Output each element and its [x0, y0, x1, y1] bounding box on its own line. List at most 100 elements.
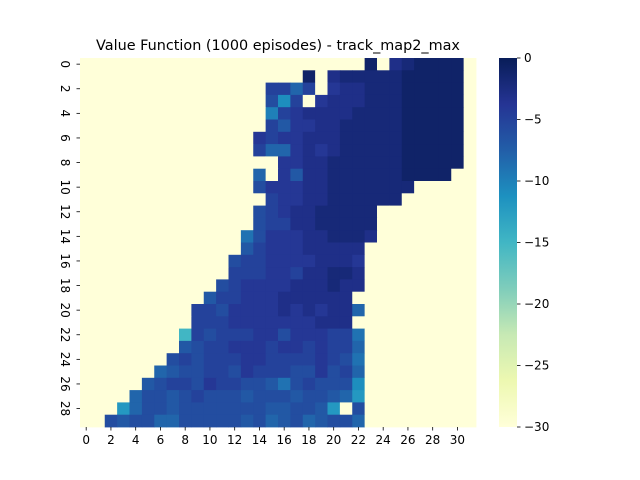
heatmap-cell — [104, 414, 118, 428]
heatmap-cell — [104, 279, 118, 293]
y-tick-label: 4 — [58, 110, 72, 118]
heatmap-cell — [253, 328, 267, 342]
heatmap-cell — [253, 304, 267, 317]
heatmap-cell — [253, 193, 267, 206]
heatmap-cell — [104, 402, 118, 416]
heatmap-cell — [377, 304, 390, 317]
heatmap-cell — [179, 168, 192, 182]
heatmap-cell — [228, 304, 242, 317]
heatmap-cell — [179, 377, 192, 391]
heatmap-cell — [154, 193, 168, 206]
heatmap-cell — [401, 107, 415, 120]
heatmap-cell — [315, 94, 328, 108]
heatmap-cell — [401, 279, 415, 293]
heatmap-cell — [352, 144, 366, 157]
heatmap-cell — [253, 230, 267, 243]
y-tick-label: 12 — [58, 204, 72, 219]
heatmap-cell — [364, 340, 378, 354]
heatmap-cell — [463, 181, 477, 194]
heatmap-cell — [141, 107, 155, 120]
heatmap-cell — [203, 168, 217, 182]
heatmap-cell — [80, 193, 93, 206]
heatmap-cell — [141, 267, 155, 280]
heatmap-cell — [129, 58, 143, 71]
heatmap-cell — [352, 279, 366, 293]
heatmap-cell — [451, 70, 465, 83]
heatmap-cell — [377, 94, 390, 108]
heatmap-cell — [80, 230, 93, 243]
heatmap-cell — [352, 181, 366, 194]
heatmap-cell — [92, 414, 106, 428]
heatmap-cell — [92, 181, 106, 194]
heatmap-cell — [141, 181, 155, 194]
heatmap-cell — [377, 82, 390, 96]
heatmap-cell — [315, 402, 328, 416]
heatmap-cell — [278, 402, 291, 416]
heatmap-cell — [166, 414, 180, 428]
heatmap-cell — [240, 193, 254, 206]
heatmap-cell — [401, 414, 415, 428]
heatmap-cell — [377, 58, 390, 71]
heatmap-cell — [104, 267, 118, 280]
heatmap-cell — [414, 82, 427, 96]
heatmap-cell — [315, 267, 328, 280]
heatmap-cell — [117, 291, 130, 305]
heatmap-cell — [80, 70, 93, 83]
heatmap-cell — [389, 402, 403, 416]
heatmap-cell — [315, 156, 328, 170]
heatmap-cell — [426, 217, 440, 231]
heatmap-cell — [104, 58, 118, 71]
heatmap-cell — [129, 328, 143, 342]
heatmap-cell — [290, 340, 304, 354]
heatmap-cell — [278, 279, 291, 293]
heatmap-cell — [278, 291, 291, 305]
heatmap-cell — [216, 291, 229, 305]
heatmap-cell — [191, 291, 205, 305]
heatmap-cell — [377, 217, 390, 231]
heatmap-cell — [80, 291, 93, 305]
heatmap-cell — [191, 119, 205, 133]
heatmap-cell — [92, 402, 106, 416]
heatmap-cell — [179, 119, 192, 133]
heatmap-cell — [179, 267, 192, 280]
heatmap-cell — [364, 82, 378, 96]
heatmap-cell — [438, 156, 452, 170]
heatmap-cell — [117, 279, 130, 293]
heatmap-cell — [302, 304, 316, 317]
heatmap-cell — [438, 304, 452, 317]
heatmap-cell — [240, 94, 254, 108]
heatmap-cell — [414, 193, 427, 206]
heatmap-cell — [216, 254, 229, 268]
heatmap-cell — [302, 94, 316, 108]
heatmap-cell — [240, 107, 254, 120]
heatmap-cell — [426, 414, 440, 428]
heatmap-cell — [389, 328, 403, 342]
heatmap-cell — [290, 107, 304, 120]
heatmap-cell — [253, 316, 267, 329]
heatmap-cell — [315, 242, 328, 256]
heatmap-cell — [141, 340, 155, 354]
heatmap-cell — [377, 328, 390, 342]
heatmap-cell — [216, 82, 229, 96]
heatmap-cell — [253, 414, 267, 428]
heatmap-cell — [315, 82, 328, 96]
heatmap-cell — [80, 242, 93, 256]
x-tick-label: 6 — [157, 433, 165, 447]
heatmap-cell — [191, 230, 205, 243]
heatmap-cell — [92, 316, 106, 329]
heatmap-cell — [438, 181, 452, 194]
heatmap-cell — [327, 70, 341, 83]
heatmap-cell — [265, 328, 279, 342]
heatmap-cell — [389, 353, 403, 366]
heatmap-cell — [315, 254, 328, 268]
heatmap-cell — [80, 402, 93, 416]
heatmap-cell — [451, 242, 465, 256]
heatmap-cell — [426, 156, 440, 170]
heatmap-cell — [302, 119, 316, 133]
heatmap-cell — [265, 402, 279, 416]
heatmap-cell — [426, 230, 440, 243]
heatmap-cell — [191, 340, 205, 354]
heatmap-cell — [228, 279, 242, 293]
heatmap-cell — [438, 414, 452, 428]
heatmap-cell — [92, 156, 106, 170]
